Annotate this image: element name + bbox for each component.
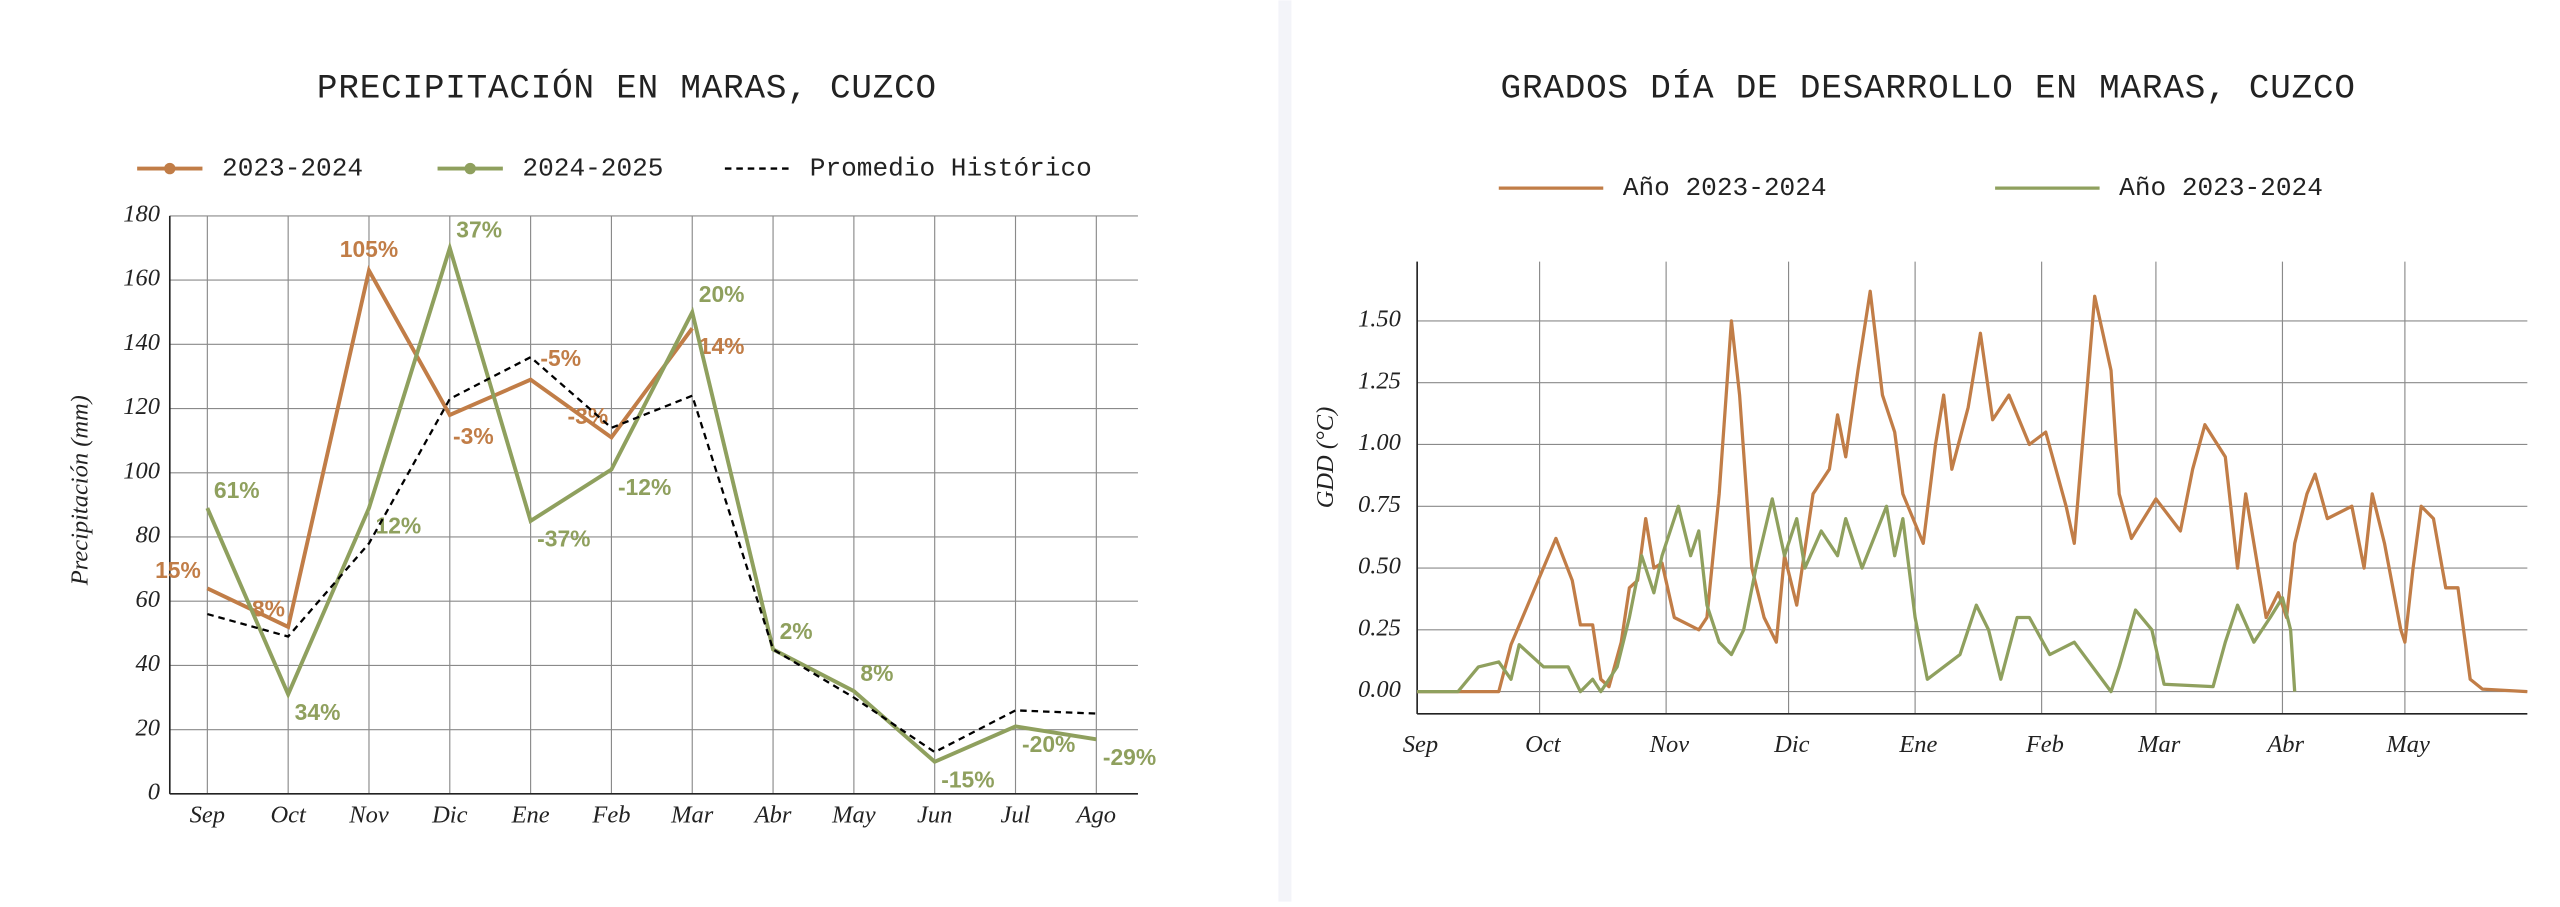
x-tick-label: Oct [270, 801, 307, 828]
data-label: 14% [699, 333, 745, 359]
legend-label: Año 2023-2024 [1623, 173, 1827, 203]
chart-title: PRECIPITACIÓN EN MARAS, CUZCO [317, 68, 937, 109]
x-tick-label: Sep [1403, 731, 1438, 758]
x-tick-label: Ene [511, 801, 550, 828]
data-label: -3% [453, 423, 494, 449]
data-line [1417, 289, 2528, 694]
x-tick-label: Dic [431, 801, 467, 828]
y-tick-label: 160 [123, 265, 160, 292]
data-label: 15% [155, 557, 201, 583]
data-label: -5% [540, 345, 581, 371]
legend-marker [464, 162, 476, 175]
y-tick-label: 140 [123, 329, 160, 356]
x-tick-label: Abr [2265, 731, 2304, 758]
data-label: 105% [340, 236, 398, 262]
data-line [206, 265, 694, 630]
data-label: 2% [780, 618, 813, 644]
x-tick-label: Nov [348, 801, 389, 828]
legend-label: Año 2023-2024 [2119, 173, 2323, 203]
legend-label: 2023-2024 [222, 153, 363, 183]
y-tick-label: 1.25 [1358, 367, 1401, 394]
x-tick-label: Dic [1773, 731, 1809, 758]
x-tick-label: May [831, 801, 876, 828]
data-label: 8% [860, 660, 893, 686]
x-tick-label: May [2385, 731, 2430, 758]
chart-title: GRADOS DÍA DE DESARROLLO EN MARAS, CUZCO [1501, 68, 2356, 109]
x-tick-label: Abr [753, 801, 792, 828]
legend-label: 2024-2025 [522, 153, 663, 183]
x-tick-label: Mar [2137, 731, 2181, 758]
data-label: 61% [214, 477, 260, 503]
data-label: 34% [295, 699, 341, 725]
data-label: 8% [252, 596, 285, 622]
x-tick-label: Nov [1649, 731, 1690, 758]
y-tick-label: 0.00 [1358, 676, 1401, 703]
data-label: -20% [1022, 731, 1075, 757]
y-tick-label: 0.75 [1358, 491, 1401, 518]
x-tick-label: Sep [190, 801, 225, 828]
data-label: -29% [1103, 744, 1156, 770]
data-line [205, 241, 1097, 765]
y-tick-label: 120 [123, 393, 160, 420]
data-label: 37% [456, 217, 502, 243]
y-tick-label: 180 [123, 201, 160, 228]
y-axis-label: Precipitación (mm) [66, 395, 93, 586]
y-tick-label: 0 [148, 778, 160, 805]
data-label: -37% [537, 526, 590, 552]
data-line [1417, 497, 2297, 694]
data-label: -12% [618, 474, 671, 500]
data-label: 12% [376, 513, 422, 539]
legend-marker [164, 162, 176, 175]
y-tick-label: 40 [136, 650, 160, 677]
data-label: -15% [941, 766, 994, 792]
x-tick-label: Ene [1898, 731, 1937, 758]
divider [1278, 0, 1292, 902]
y-tick-label: 80 [136, 522, 160, 549]
data-label: 20% [699, 281, 745, 307]
y-axis-label: GDD (°C) [1312, 407, 1339, 509]
x-tick-label: Jul [1001, 801, 1031, 828]
x-tick-label: Ago [1075, 801, 1116, 828]
y-tick-label: 20 [136, 714, 160, 741]
x-tick-label: Mar [670, 801, 714, 828]
y-tick-label: 0.50 [1358, 553, 1401, 580]
data-line [207, 355, 1097, 754]
y-tick-label: 100 [123, 457, 160, 484]
y-tick-label: 1.50 [1358, 306, 1401, 333]
y-tick-label: 60 [136, 586, 160, 613]
legend-label: Promedio Histórico [810, 153, 1092, 183]
x-tick-label: Feb [2025, 731, 2064, 758]
x-tick-label: Feb [591, 801, 630, 828]
y-tick-label: 0.25 [1358, 614, 1401, 641]
y-tick-label: 1.00 [1358, 429, 1401, 456]
x-tick-label: Oct [1525, 731, 1562, 758]
x-tick-label: Jun [917, 801, 952, 828]
